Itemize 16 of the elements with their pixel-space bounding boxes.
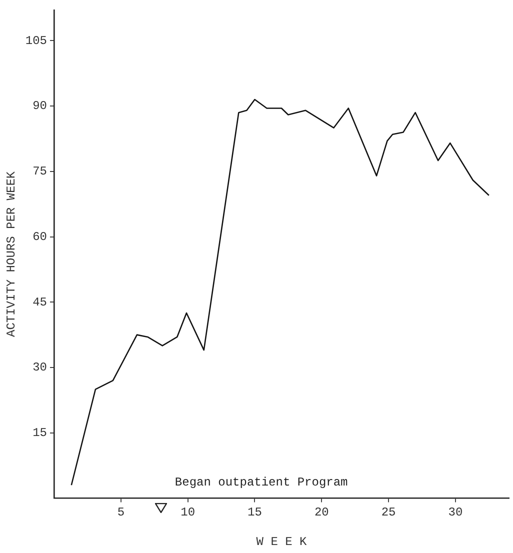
x-tick-label: 5 (117, 506, 125, 520)
x-axis-title: W E E K (256, 534, 308, 549)
y-tick-label: 75 (32, 164, 48, 179)
annotation: Began outpatient Program (174, 475, 348, 490)
y-tick-label: 15 (32, 426, 48, 440)
x-tick-label: 10 (180, 506, 196, 520)
y-axis-title: ACTIVITY HOURS PER WEEK (4, 170, 18, 338)
y-tick-label: 105 (25, 34, 48, 48)
x-tick-label: 20 (314, 506, 329, 520)
x-tick-label: 25 (381, 506, 396, 520)
y-tick-label: 90 (32, 99, 48, 114)
x-tick-label: 15 (248, 506, 262, 520)
x-tick-label: 30 (448, 506, 463, 520)
y-tick-label: 60 (32, 230, 48, 244)
y-tick-label: 45 (32, 295, 48, 310)
y-tick-label: 30 (32, 360, 48, 375)
